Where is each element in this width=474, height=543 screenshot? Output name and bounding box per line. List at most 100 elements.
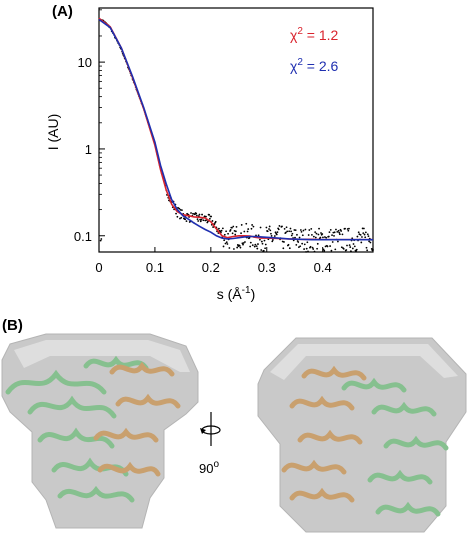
data-point: [185, 220, 188, 223]
y-tick-label: 0.1: [74, 229, 92, 244]
data-point: [348, 227, 350, 230]
data-point: [312, 248, 315, 250]
data-point: [314, 236, 317, 239]
x-axis-label-main: s (Å: [217, 286, 243, 302]
data-point: [333, 231, 336, 234]
data-point: [309, 245, 312, 248]
data-point: [283, 227, 286, 230]
plot-frame: [98, 7, 374, 253]
data-point: [329, 245, 332, 247]
data-point: [337, 240, 339, 243]
data-point: [202, 219, 205, 222]
data-point: [268, 228, 270, 230]
x-tick-label: 0: [95, 260, 102, 275]
data-point: [350, 250, 352, 253]
data-point: [269, 229, 272, 232]
data-point: [324, 236, 326, 238]
data-point: [355, 248, 358, 251]
data-point: [195, 214, 198, 217]
data-point: [341, 233, 344, 236]
data-point: [197, 220, 200, 222]
data-point: [223, 233, 226, 236]
data-point: [346, 244, 348, 247]
data-point: [240, 232, 242, 235]
data-point: [228, 247, 231, 249]
data-point: [344, 227, 346, 230]
chi-superscript: 2: [297, 57, 303, 68]
data-point: [315, 232, 318, 235]
data-point: [361, 227, 364, 230]
data-point: [287, 243, 290, 246]
data-point: [360, 241, 363, 244]
data-point: [294, 236, 296, 239]
chi-symbol: χ: [290, 27, 298, 43]
data-point: [303, 248, 306, 250]
data-point: [180, 216, 183, 219]
data-point: [196, 218, 199, 221]
data-point: [326, 245, 329, 248]
data-point: [333, 234, 335, 237]
x-axis-label: s (Å-1): [217, 285, 255, 302]
data-point: [251, 244, 254, 247]
data-point: [234, 233, 237, 236]
data-point: [227, 232, 229, 235]
data-point: [262, 249, 265, 252]
data-point: [205, 215, 207, 218]
data-point: [222, 245, 225, 248]
data-point: [260, 249, 263, 251]
data-point: [310, 227, 313, 230]
data-point: [245, 222, 248, 225]
data-point: [329, 228, 332, 231]
data-point: [366, 249, 369, 252]
data-point: [293, 229, 296, 231]
data-point: [347, 229, 350, 232]
panel-b-label: (B): [2, 317, 23, 334]
data-point: [265, 226, 268, 229]
data-point: [232, 225, 235, 228]
data-point: [285, 231, 287, 234]
x-axis-label-close: ): [251, 286, 256, 302]
data-point: [369, 241, 372, 244]
data-point: [275, 233, 278, 236]
data-point: [368, 240, 371, 243]
data-point: [338, 233, 341, 236]
x-tick-label: 0.4: [314, 260, 332, 275]
y-axis-label: I (AU): [45, 114, 61, 151]
data-point: [370, 248, 373, 250]
data-point: [364, 231, 367, 234]
data-point: [207, 220, 209, 223]
data-point: [177, 206, 179, 209]
data-point: [340, 230, 343, 232]
red-fit-line: [98, 17, 373, 241]
data-point: [235, 225, 238, 228]
data-point: [290, 234, 293, 237]
data-point: [270, 235, 273, 237]
data-point: [254, 243, 257, 246]
data-point: [319, 236, 322, 239]
data-point: [271, 240, 274, 243]
data-point: [223, 239, 226, 242]
data-point: [297, 241, 300, 243]
data-point: [322, 248, 325, 251]
panel-a-label: (A): [52, 3, 73, 20]
chi-value: = 1.2: [303, 27, 339, 43]
structure-view-rotated: [257, 337, 467, 533]
data-point: [351, 247, 354, 250]
data-point: [348, 244, 351, 247]
data-point: [261, 242, 264, 245]
data-point: [233, 248, 235, 250]
data-point: [345, 249, 348, 251]
data-point: [214, 220, 217, 223]
data-point: [212, 226, 215, 228]
data-point: [257, 234, 260, 237]
data-point: [210, 215, 213, 218]
rotation-arrowhead-icon: [200, 428, 206, 434]
data-point: [299, 245, 302, 248]
data-point: [231, 232, 234, 235]
x-axis-label-sup: -1: [242, 285, 251, 296]
rotation-label: 90o: [199, 459, 219, 476]
data-point: [363, 233, 366, 236]
data-point: [340, 246, 343, 249]
data-point: [208, 217, 211, 220]
data-point: [342, 247, 345, 250]
